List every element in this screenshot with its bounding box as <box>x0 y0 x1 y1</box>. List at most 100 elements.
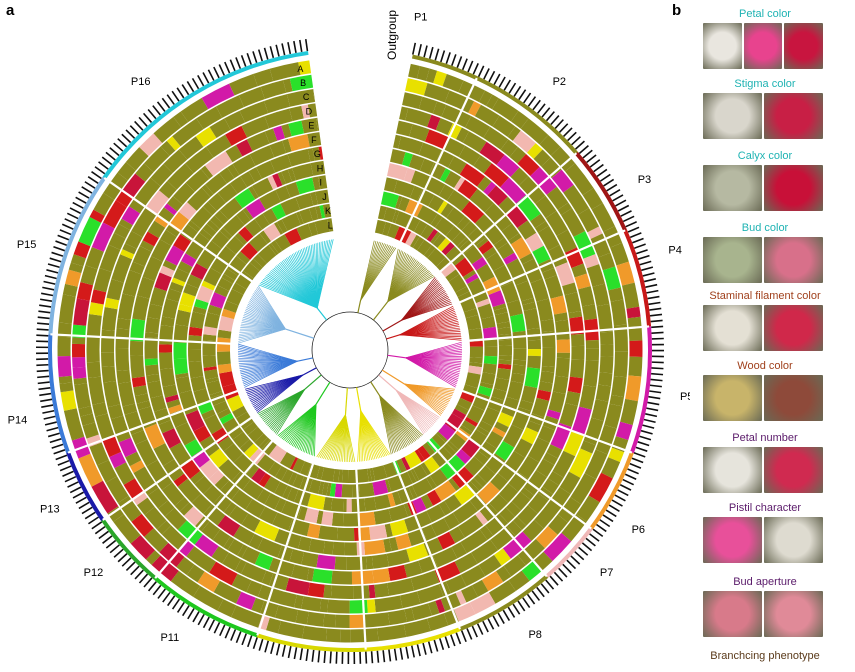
taxon-tick <box>512 603 521 615</box>
flower-photo <box>703 23 742 69</box>
trait-ring-cell <box>364 497 377 512</box>
taxon-tick <box>527 96 537 107</box>
taxon-tick <box>578 145 589 155</box>
trait-ring-cell <box>459 163 486 187</box>
trait-ring-cell <box>578 286 595 307</box>
trait-ring-cell <box>218 315 235 332</box>
taxon-tick <box>602 514 614 523</box>
trait-ring-cell <box>309 206 319 221</box>
trait-ring-cell <box>471 256 488 271</box>
population-separators <box>50 77 650 650</box>
taxon-tick <box>643 418 656 424</box>
trait-ring-cell <box>310 191 318 206</box>
trait-ring-cell <box>448 526 465 544</box>
trait-ring-cell <box>312 176 321 191</box>
trait-ring-cell <box>292 473 305 489</box>
trait-ring-cell <box>497 412 514 428</box>
trait-ring-cell <box>85 246 104 270</box>
trait-ring-cell <box>489 493 509 513</box>
taxon-tick <box>558 123 569 133</box>
trait-ring-cell <box>488 580 516 604</box>
trait-ring-cell <box>117 293 136 320</box>
trait-ring-cell <box>574 273 591 290</box>
leaf-branch <box>316 414 346 458</box>
taxon-tick <box>202 616 210 629</box>
trait-ring-cell <box>461 420 476 433</box>
population-separator <box>467 325 650 342</box>
clade-stem <box>387 354 406 359</box>
trait-ring-cell <box>425 129 449 149</box>
taxon-tick <box>75 196 87 204</box>
taxon-tick <box>335 651 338 664</box>
trait-ring-cell <box>229 176 248 194</box>
trait-ring-cell <box>334 556 347 570</box>
trait-ring-cell <box>567 376 583 394</box>
trait-ring-cell <box>498 483 519 503</box>
trait-ring-cell <box>408 63 420 79</box>
trait-ring-cell <box>505 501 522 517</box>
trait-ring-cell <box>454 257 474 278</box>
trait-ring-cell <box>184 406 198 415</box>
trait-ring-cell <box>315 189 330 205</box>
trait-ring-cell <box>501 405 516 418</box>
trait-ring-cell <box>323 540 334 555</box>
trait-ring-cell <box>297 506 308 521</box>
trait-ring-cell <box>565 247 584 269</box>
trait-ring-cell <box>550 295 567 315</box>
taxon-tick <box>147 581 157 592</box>
trait-ring-cell <box>199 228 213 241</box>
taxon-tick <box>152 584 162 596</box>
population-separator <box>103 177 254 284</box>
trait-ring-cell <box>565 391 581 407</box>
trait-ring-cell <box>274 234 291 251</box>
taxon-tick <box>627 226 640 233</box>
trait-ring-cell <box>433 70 447 87</box>
taxon-tick <box>633 452 646 458</box>
trait-ring-cell <box>497 363 512 370</box>
trait-ring-cell <box>240 171 256 188</box>
taxon-tick <box>162 591 171 603</box>
trait-ring-cell <box>101 352 115 368</box>
trait-ring-cell <box>281 169 292 184</box>
trait-ring-cell <box>194 534 219 557</box>
trait-ring-cell <box>323 496 333 511</box>
trait-ring-cell <box>123 478 144 499</box>
trait-ring-cell <box>398 136 424 155</box>
trait-ring-cell <box>441 104 472 128</box>
taxon-tick <box>247 635 253 648</box>
trait-ring-cell <box>590 233 611 258</box>
taxon-tick <box>37 375 50 379</box>
taxon-tick <box>59 465 72 472</box>
trait-ring-cell <box>308 538 326 554</box>
trait-ring-cell <box>430 213 443 228</box>
trait-ring-cell <box>584 318 599 341</box>
trait-ring-cell <box>482 363 497 375</box>
trait-ring-cell <box>452 500 478 524</box>
taxon-tick <box>269 46 275 59</box>
taxon-tick <box>517 600 526 612</box>
clade-stem <box>304 374 322 390</box>
trait-ring-cell <box>437 237 451 252</box>
trait-ring-cell <box>201 409 216 420</box>
trait-ring-cell <box>440 203 454 218</box>
trait-ring-cell <box>306 523 321 539</box>
trait-ring-cell <box>527 339 541 350</box>
taxon-tick <box>105 151 116 161</box>
taxon-tick <box>39 298 53 302</box>
trait-ring-cell <box>207 192 226 211</box>
trait-ring-cell <box>465 314 482 331</box>
trait-ring-cell <box>246 464 260 479</box>
tree-root-arc <box>311 311 389 389</box>
trait-ring-cell <box>181 253 197 268</box>
trait-ring-cell <box>366 599 376 613</box>
taxon-tick <box>502 609 511 621</box>
taxon-tick <box>263 47 269 60</box>
trait-ring-cell <box>202 201 217 216</box>
trait-ring-cell <box>457 179 478 200</box>
trait-title: Bud color <box>741 222 789 234</box>
trait-ring-cell <box>508 570 530 591</box>
taxon-tick <box>252 51 258 64</box>
trait-ring-cell <box>177 520 203 545</box>
taxon-tick <box>113 142 124 152</box>
trait-ring-cell <box>144 332 159 338</box>
